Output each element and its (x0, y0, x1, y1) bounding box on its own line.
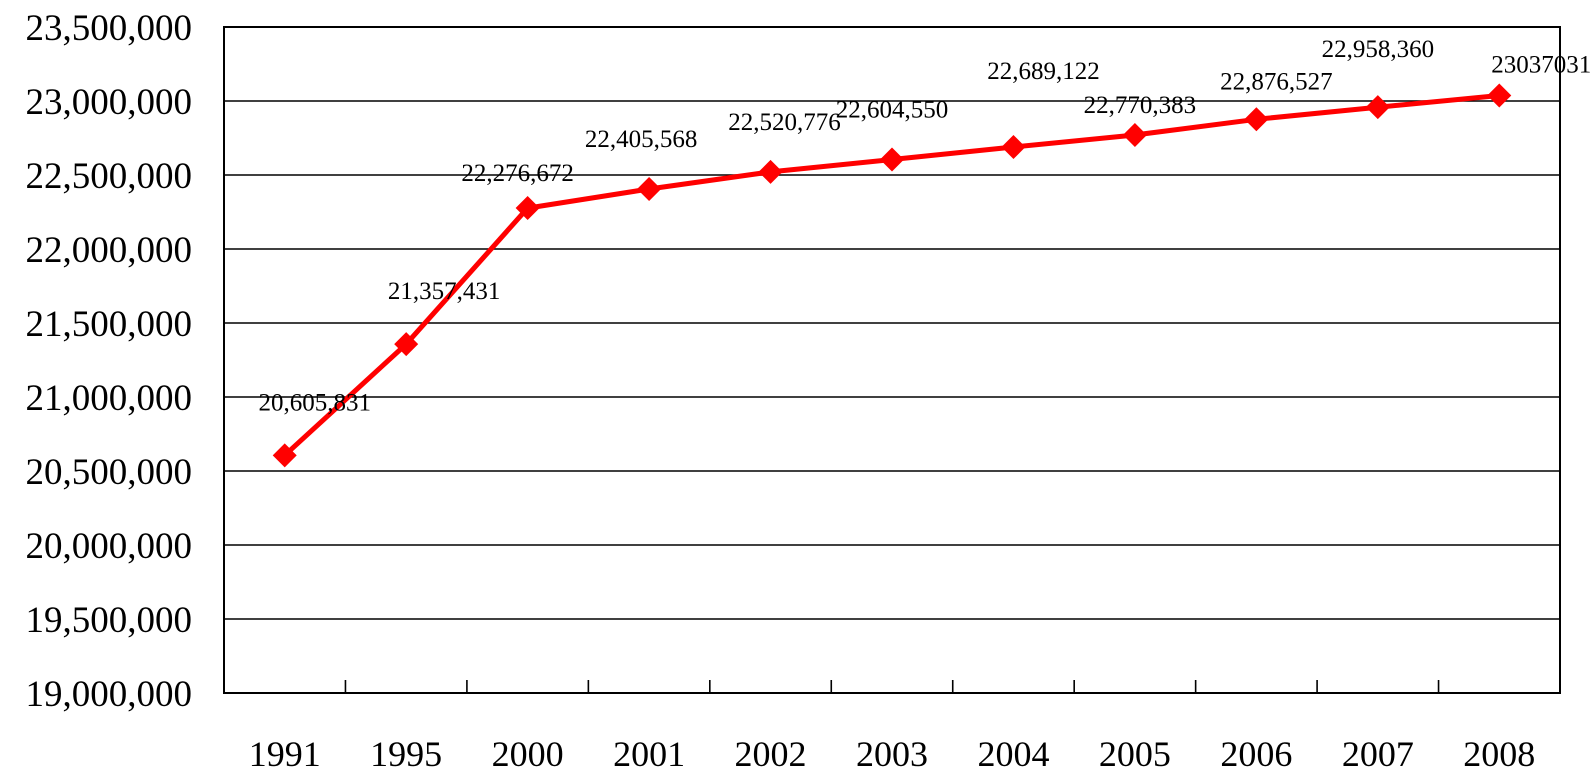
x-tick-label: 2003 (856, 734, 928, 774)
y-tick-label: 22,000,000 (26, 230, 193, 271)
data-label: 22,520,776 (728, 109, 841, 136)
x-tick-label: 2007 (1342, 734, 1414, 774)
data-point-marker (637, 176, 662, 201)
data-point-marker (515, 196, 540, 221)
y-tick-label: 20,000,000 (26, 526, 193, 567)
x-tick-label: 1991 (249, 734, 321, 774)
x-tick-label: 2001 (613, 734, 685, 774)
x-tick-label: 2005 (1099, 734, 1171, 774)
data-point-marker (272, 443, 297, 468)
data-point-marker (1365, 95, 1390, 120)
x-tick-label: 2000 (492, 734, 564, 774)
marker-group (272, 83, 1512, 468)
data-point-marker (1122, 122, 1147, 147)
plot-area-frame (223, 26, 1561, 694)
x-tick-label: 2002 (735, 734, 807, 774)
x-axis: 1991 1995 2000 2001 2002 2003 2004 2005 2006 2007… (249, 680, 1535, 774)
data-label: 20,605,831 (258, 389, 371, 416)
data-label: 21,357,431 (388, 278, 501, 305)
y-tick-label: 19,500,000 (26, 600, 193, 641)
y-tick-label: 23,500,000 (26, 8, 193, 49)
data-point-marker (880, 147, 904, 172)
data-label: 22,876,527 (1220, 68, 1333, 95)
data-label: 22,276,672 (461, 160, 574, 187)
data-point-marker (394, 332, 419, 357)
data-label: 22,604,550 (836, 97, 949, 124)
data-label: 22,958,360 (1322, 36, 1435, 63)
y-tick-label: 22,500,000 (26, 156, 193, 197)
data-point-marker (1001, 135, 1026, 160)
data-point-marker (1487, 83, 1512, 108)
data-label: 22,405,568 (585, 126, 698, 153)
x-tick-label: 2004 (977, 734, 1049, 774)
y-tick-label: 20,500,000 (26, 452, 193, 493)
x-tick-label: 2008 (1463, 734, 1535, 774)
data-label: 22,689,122 (987, 58, 1100, 85)
y-axis: 19,000,000 19,500,000 20,000,000 20,500,000… (26, 8, 193, 715)
y-tick-label: 19,000,000 (26, 674, 193, 715)
data-label: 22,770,383 (1084, 92, 1197, 119)
y-tick-label: 21,000,000 (26, 378, 193, 419)
data-label: 23037031 (1491, 52, 1590, 79)
y-tick-label: 21,500,000 (26, 304, 193, 345)
data-point-marker (1244, 107, 1269, 132)
gridlines (224, 26, 1560, 694)
x-tick-label: 2006 (1220, 734, 1292, 774)
x-tick-label: 1995 (370, 734, 442, 774)
data-label-group: 20,605,831 21,357,431 22,276,672 22,405,568… (258, 36, 1590, 416)
data-point-marker (758, 159, 783, 184)
y-tick-label: 23,000,000 (26, 82, 193, 123)
